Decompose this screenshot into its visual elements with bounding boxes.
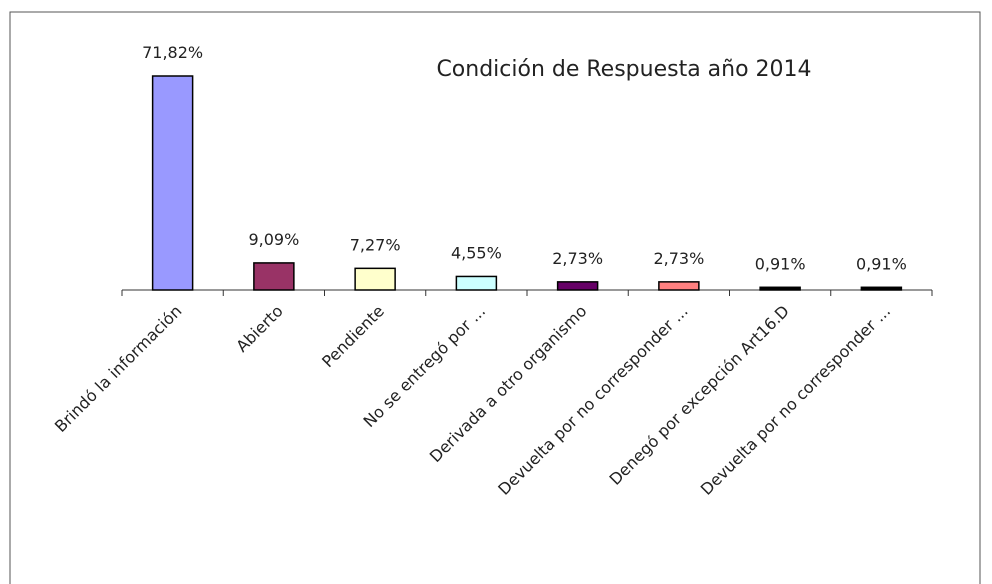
bar — [860, 286, 903, 291]
data-label: 0,91% — [856, 254, 907, 273]
bar — [556, 281, 599, 291]
data-label: 7,27% — [350, 235, 401, 254]
data-label: 4,55% — [451, 243, 502, 262]
bar — [354, 267, 396, 291]
data-label: 2,73% — [653, 249, 704, 268]
data-label: 9,09% — [248, 230, 299, 249]
data-label: 71,82% — [142, 43, 203, 62]
bar — [253, 262, 295, 291]
data-label: 2,73% — [552, 249, 603, 268]
bar — [455, 275, 498, 291]
bar — [759, 286, 801, 291]
chart-title: Condición de Respuesta año 2014 — [436, 57, 811, 82]
data-label: 0,91% — [755, 254, 806, 273]
bar — [151, 75, 194, 291]
bar — [658, 281, 700, 291]
